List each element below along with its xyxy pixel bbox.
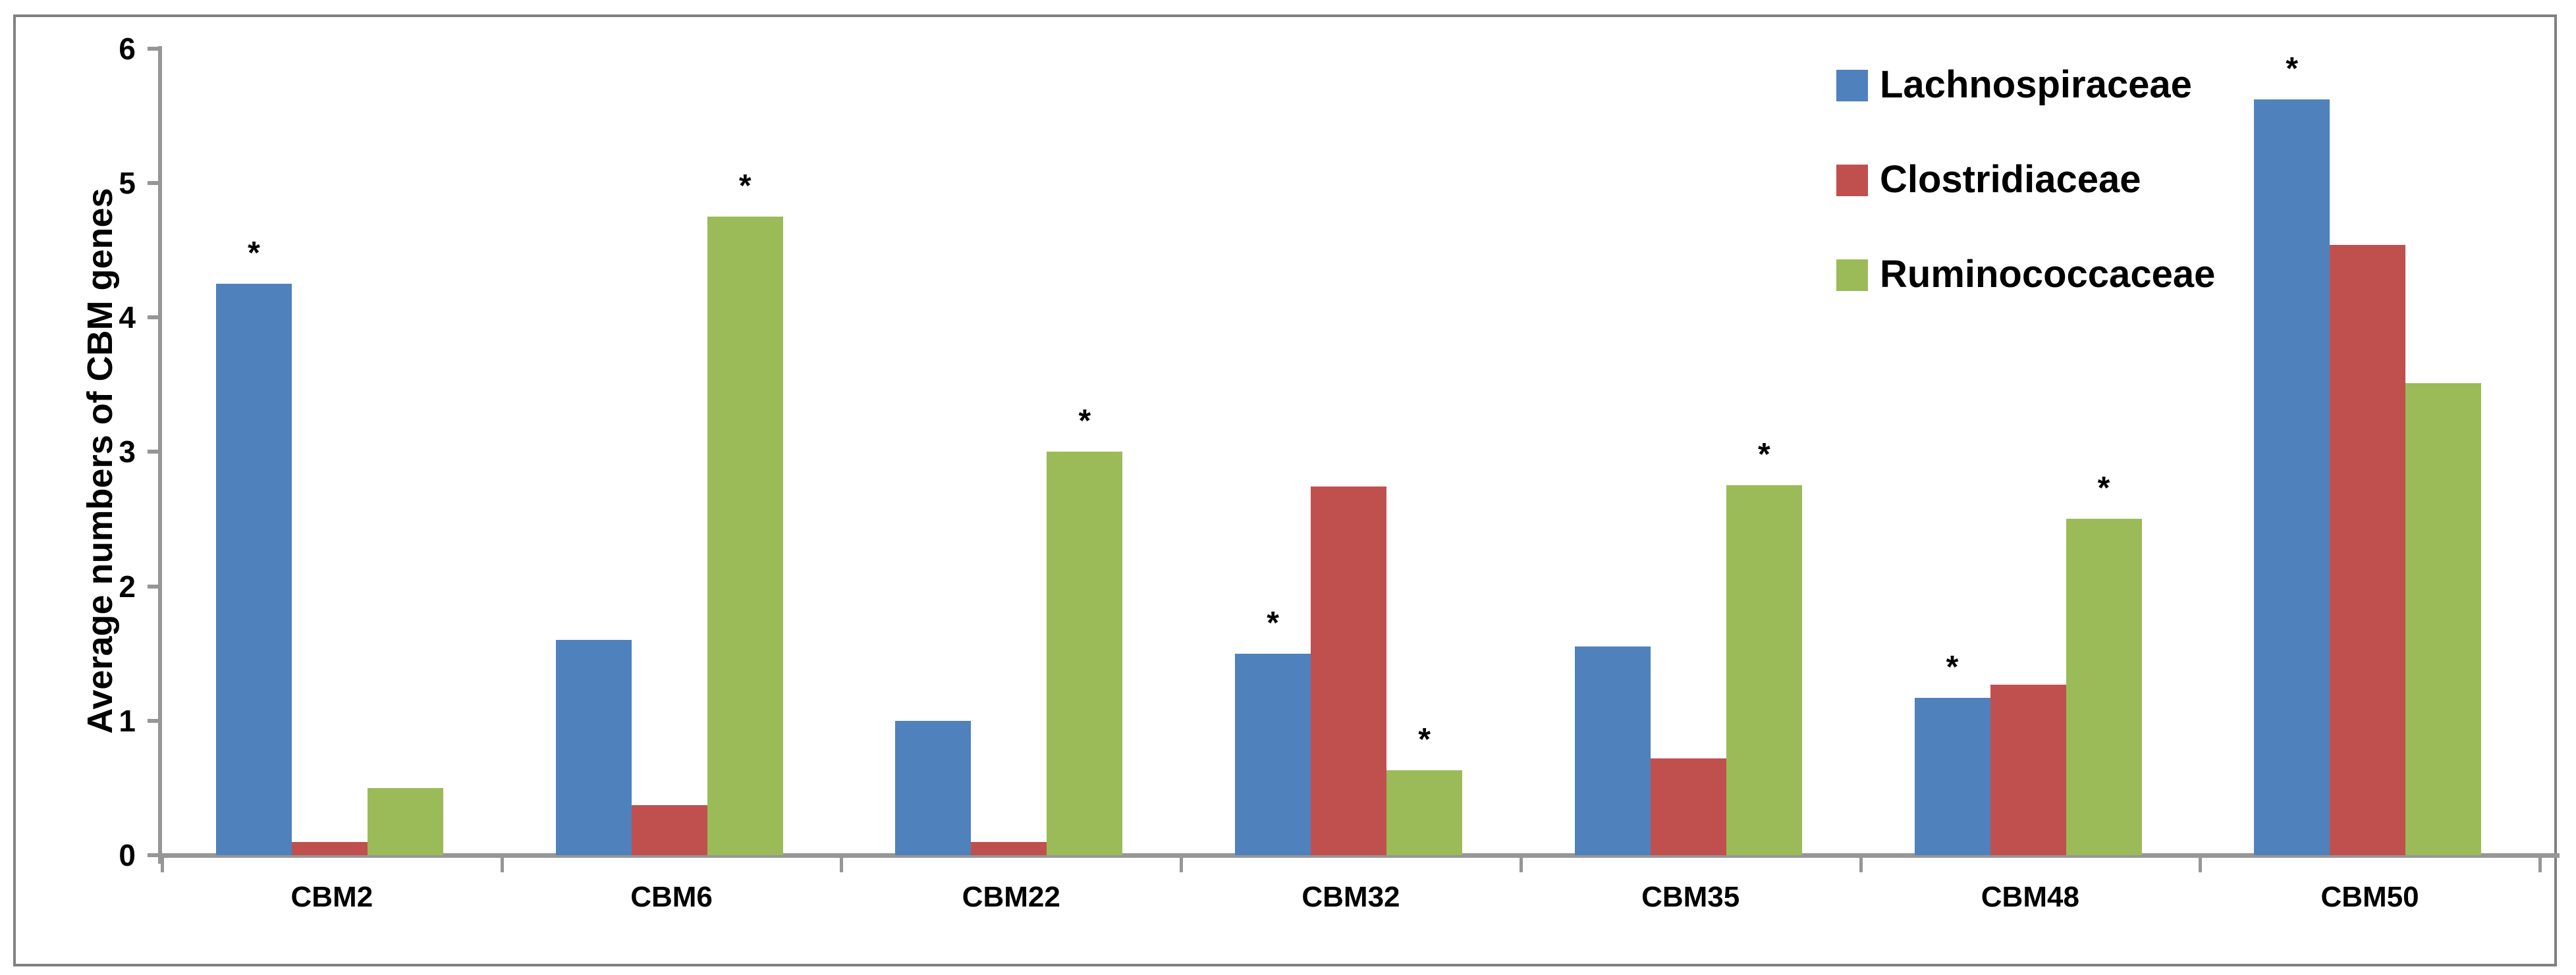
bar-lachnospiraceae-cbm35	[1574, 646, 1651, 855]
legend-swatch-lachnospiraceae	[1836, 70, 1868, 101]
y-tick-mark	[148, 450, 160, 454]
x-axis-line	[158, 853, 2560, 858]
bar-lachnospiraceae-cbm6	[555, 640, 632, 855]
bar-lachnospiraceae-cbm48	[1914, 698, 1990, 855]
x-category-label: CBM50	[2320, 881, 2419, 913]
legend-swatch-ruminococcaceae	[1836, 259, 1868, 291]
y-tick-label: 1	[119, 703, 136, 738]
x-category-label: CBM32	[1302, 881, 1400, 913]
bar-clostridiaceae-cbm48	[1990, 684, 2066, 855]
bar-ruminococcaceae-cbm50	[2405, 383, 2482, 855]
bar-ruminococcaceae-cbm2	[368, 787, 443, 855]
legend-label: Clostridiaceae	[1880, 158, 2141, 201]
bar-clostridiaceae-cbm32	[1311, 487, 1387, 855]
bar-lachnospiraceae-cbm32	[1235, 653, 1311, 855]
y-tick-label: 0	[119, 838, 136, 872]
x-category-label: CBM35	[1641, 881, 1740, 913]
bar-ruminococcaceae-cbm22	[1047, 452, 1123, 855]
bar-clostridiaceae-cbm6	[631, 805, 707, 855]
x-axis-boundary-tick	[161, 856, 164, 872]
y-axis-line	[158, 46, 162, 864]
significance-asterisk: *	[1078, 404, 1091, 439]
bar-clostridiaceae-cbm22	[971, 841, 1047, 855]
y-tick-label: 2	[119, 569, 136, 604]
bar-ruminococcaceae-cbm6	[707, 216, 783, 855]
bar-clostridiaceae-cbm50	[2330, 244, 2406, 855]
bar-lachnospiraceae-cbm22	[895, 720, 972, 855]
significance-asterisk: *	[1267, 605, 1279, 641]
significance-asterisk: *	[738, 168, 752, 203]
y-tick-label: 4	[119, 300, 136, 334]
bar-ruminococcaceae-cbm48	[2066, 519, 2142, 855]
figure-border	[13, 14, 2557, 966]
x-category-label: CBM22	[962, 881, 1060, 913]
bar-clostridiaceae-cbm2	[292, 841, 368, 855]
x-axis-boundary-tick	[1519, 856, 1523, 872]
significance-asterisk: *	[2286, 51, 2299, 87]
bar-lachnospiraceae-cbm2	[216, 283, 292, 855]
x-category-label: CBM6	[630, 881, 713, 913]
legend-label: Ruminococcaceae	[1880, 253, 2216, 296]
y-tick-mark	[148, 180, 160, 185]
y-tick-mark	[148, 853, 160, 857]
x-axis-boundary-tick	[500, 856, 504, 872]
x-axis-boundary-tick	[1859, 856, 1863, 872]
significance-asterisk: *	[2097, 471, 2110, 506]
y-tick-label: 6	[119, 31, 136, 66]
y-tick-label: 5	[119, 165, 136, 200]
y-tick-mark	[148, 718, 160, 723]
significance-asterisk: *	[1946, 650, 1959, 685]
x-category-label: CBM48	[1981, 881, 2079, 913]
legend-label: Lachnospiraceae	[1880, 63, 2192, 106]
significance-asterisk: *	[248, 235, 260, 271]
y-tick-label: 3	[119, 435, 136, 469]
y-tick-mark	[148, 46, 160, 51]
y-tick-mark	[148, 584, 160, 589]
bar-ruminococcaceae-cbm32	[1386, 770, 1463, 855]
significance-asterisk: *	[1418, 722, 1431, 758]
legend-swatch-clostridiaceae	[1836, 165, 1868, 196]
y-tick-mark	[148, 315, 160, 319]
x-axis-boundary-tick	[2538, 856, 2542, 872]
x-axis-boundary-tick	[2199, 856, 2203, 872]
bar-lachnospiraceae-cbm50	[2254, 99, 2330, 855]
x-category-label: CBM2	[290, 881, 373, 913]
x-axis-boundary-tick	[1180, 856, 1184, 872]
significance-asterisk: *	[1757, 437, 1770, 473]
bar-ruminococcaceae-cbm35	[1726, 485, 1802, 855]
bar-clostridiaceae-cbm35	[1650, 758, 1726, 855]
x-axis-boundary-tick	[840, 856, 844, 872]
